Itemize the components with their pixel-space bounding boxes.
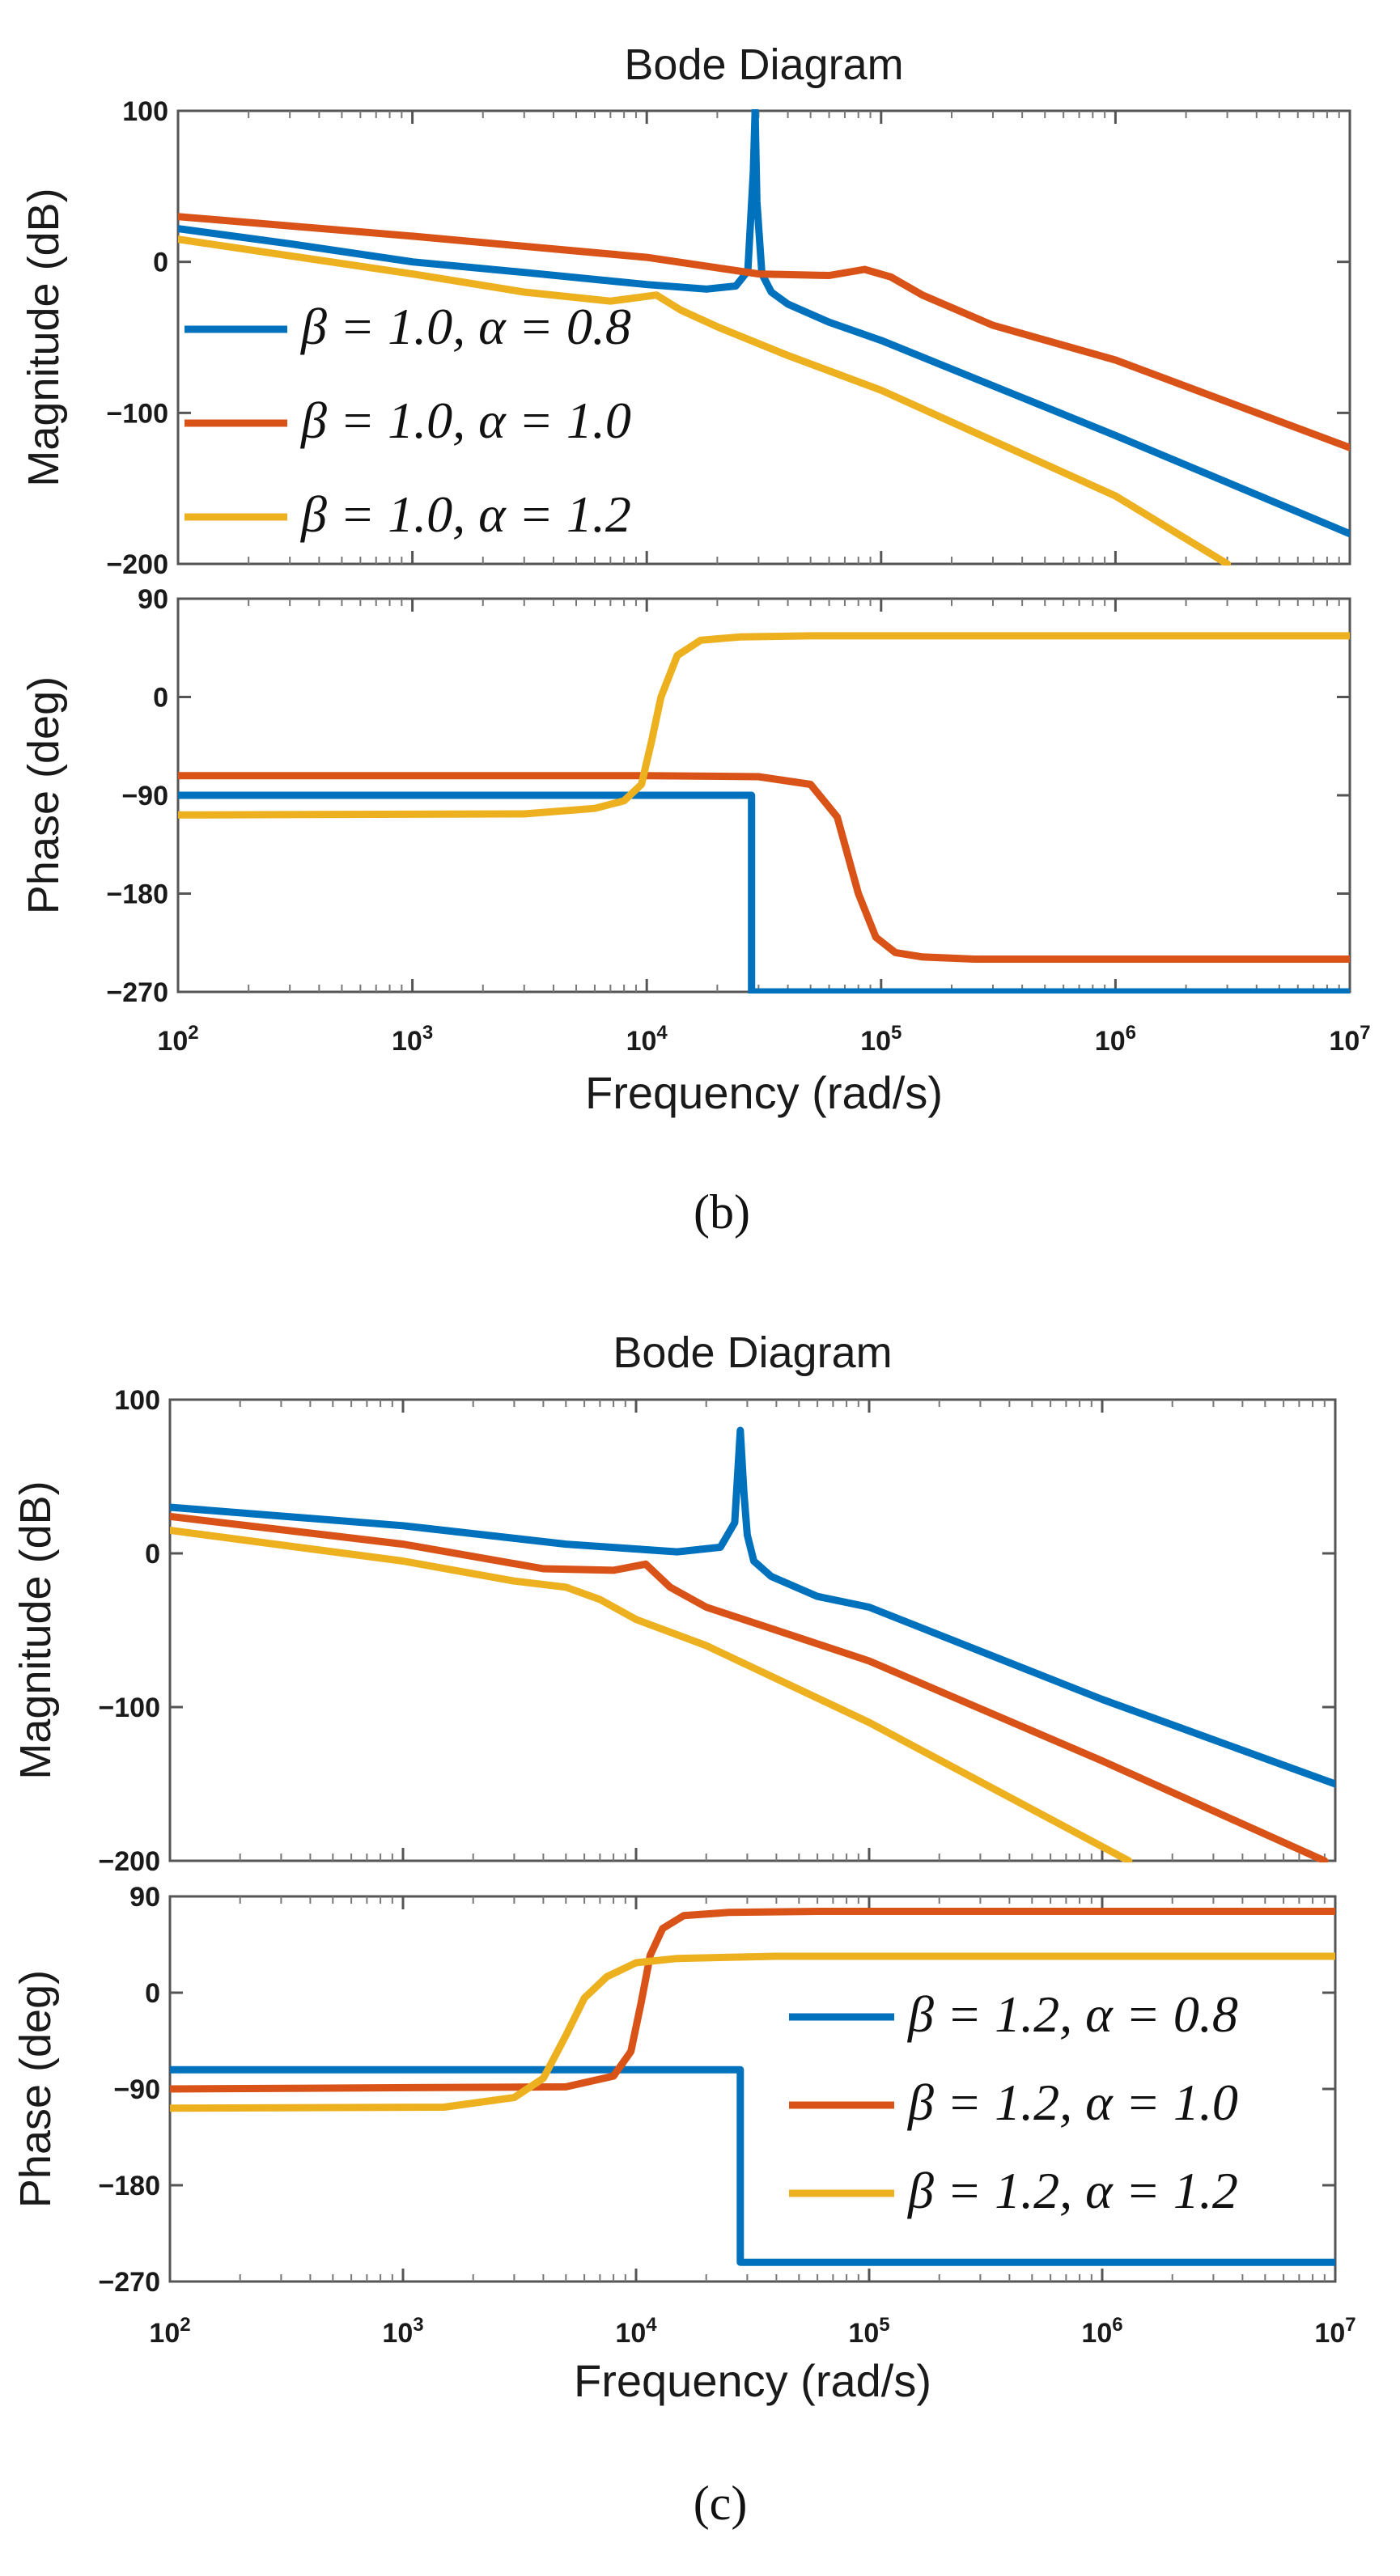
x-tick-label: 107 [1329,1022,1370,1057]
series-group [178,632,1350,994]
legend: β = 1.0, α = 0.8 β = 1.0, α = 1.0 β = 1.0,… [185,298,631,543]
y-tick-label: 100 [114,1385,160,1416]
legend: β = 1.2, α = 0.8 β = 1.2, α = 1.0 β = 1.2,… [789,1985,1238,2219]
x-tick-label: 104 [615,2314,657,2349]
legend-label: β = 1.2, α = 1.0 [906,2074,1238,2131]
x-tick-label: 104 [626,1022,668,1057]
series-line-2 [170,1512,1329,1862]
x-tick-label: 106 [1081,2314,1122,2349]
y-tick-label: 0 [153,248,168,278]
y-tick-label: −90 [121,781,168,811]
subplot-ph-b: 90 0 −90 −180 −270 Phase (deg) [19,584,1351,1008]
series-line-3 [170,1527,1133,1862]
y-tick-label: −100 [98,1693,160,1723]
series-group [178,109,1350,566]
legend-label: β = 1.2, α = 1.2 [906,2162,1238,2219]
y-axis-label: Magnitude (dB) [11,1481,60,1779]
x-tick-label: 105 [860,1022,902,1057]
y-tick-label: −100 [106,398,168,429]
legend-label: β = 1.0, α = 0.8 [299,298,631,355]
chart-title: Bode Diagram [624,40,903,89]
y-tick-label: −270 [98,2267,160,2298]
y-tick-label: 0 [145,1539,160,1570]
x-axis-label: Frequency (rad/s) [585,1067,943,1118]
x-tick-label: 102 [149,2314,190,2349]
series-line-2 [178,213,1350,451]
series-group [170,1908,1335,2266]
y-axis-label: Phase (deg) [19,676,68,914]
y-tick-label: −270 [106,977,168,1008]
series-group [170,1426,1335,1862]
x-axis-label: Frequency (rad/s) [574,2355,931,2406]
y-tick-label: 0 [153,683,168,714]
series-line-3 [170,1952,1335,2112]
y-tick-label: 0 [145,1978,160,2009]
y-tick-label: −90 [113,2074,160,2105]
x-tick-label: 103 [392,1022,433,1057]
y-tick-label: −180 [106,879,168,910]
x-tick-label: 102 [157,1022,198,1057]
axes-frame [176,109,1351,566]
chart-title: Bode Diagram [613,1328,892,1377]
legend-label: β = 1.2, α = 0.8 [906,1985,1238,2043]
x-tick-label: 107 [1314,2314,1355,2349]
y-tick-label: −200 [106,549,168,580]
y-tick-label: 90 [138,584,168,615]
series-line-1 [170,2065,1335,2266]
y-tick-label: 100 [122,96,168,127]
subplot-mag-c: 100 0 −100 −200 Magnitude (dB) [11,1385,1337,1877]
series-line-1 [178,109,1350,538]
y-tick-label: 90 [129,1882,160,1913]
series-line-3 [178,632,1350,819]
series-line-3 [178,235,1232,566]
series-line-2 [178,772,1350,963]
subplot-mag-b: 100 0 −100 −200 Magnitude (dB) [19,96,1351,580]
series-line-2 [170,1908,1335,2093]
series-line-1 [170,1426,1335,1788]
x-tick-label: 106 [1095,1022,1136,1057]
x-tick-label: 105 [848,2314,889,2349]
y-axis-label: Magnitude (dB) [19,188,68,486]
legend-label: β = 1.0, α = 1.2 [299,485,631,543]
y-tick-label: −180 [98,2171,160,2201]
legend-label: β = 1.0, α = 1.0 [299,392,631,449]
panel-caption: (c) [694,2476,748,2530]
axes-frame [168,1398,1337,1862]
x-tick-label: 103 [382,2314,423,2349]
panel-caption: (b) [694,1185,750,1239]
y-tick-label: −200 [98,1846,160,1877]
subplot-ph-c: 90 0 −90 −180 −270 Phase (deg) [11,1882,1337,2298]
series-line-1 [178,791,1350,994]
y-axis-label: Phase (deg) [11,1970,60,2208]
